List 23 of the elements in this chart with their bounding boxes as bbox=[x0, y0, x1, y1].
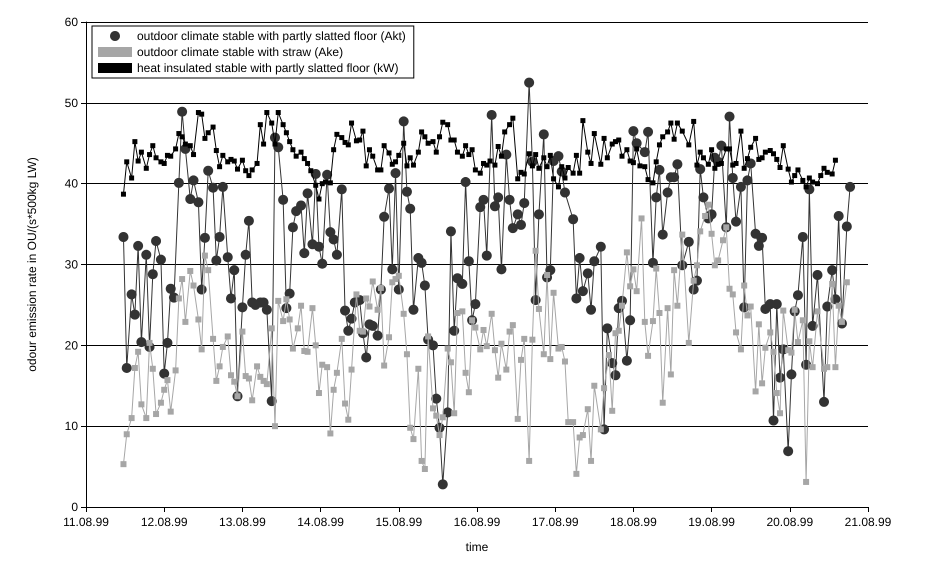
x-tick-label: 15.08.99 bbox=[375, 515, 422, 529]
y-tick-label: 50 bbox=[64, 96, 78, 110]
x-tick-label: 17.08.99 bbox=[532, 515, 579, 529]
x-tick-label: 19.08.99 bbox=[688, 515, 736, 529]
y-tick-label: 60 bbox=[64, 15, 78, 29]
x-tick-label: 11.08.99 bbox=[63, 515, 110, 529]
y-tick-label: 40 bbox=[64, 176, 78, 191]
y-tick-label: 20 bbox=[64, 338, 78, 352]
y-tick-label: 0 bbox=[71, 500, 78, 514]
x-tick-label: 13.08.99 bbox=[219, 515, 266, 529]
x-axis-title: time bbox=[466, 540, 489, 554]
y-axis-title: odour emission rate in OU/(s*500kg LW) bbox=[25, 157, 39, 372]
x-tick-label: 21.08.99 bbox=[844, 515, 892, 529]
x-tick-label: 16.08.99 bbox=[454, 515, 501, 529]
legend-label: outdoor climate stable with straw (Ake) bbox=[137, 45, 344, 59]
legend-label: outdoor climate stable with partly slatted floor (Akt) bbox=[137, 29, 406, 43]
x-tick-label: 20.08.99 bbox=[766, 515, 814, 529]
x-tick-label: 14.08.99 bbox=[297, 515, 344, 529]
y-tick-label: 30 bbox=[64, 258, 78, 272]
x-tick-label: 18.08.99 bbox=[610, 515, 658, 529]
x-tick-label: 12.08.99 bbox=[140, 515, 188, 529]
y-tick-label: 10 bbox=[64, 419, 78, 434]
legend-label: heat insulated stable with partly slatted floor (kW) bbox=[137, 61, 398, 75]
